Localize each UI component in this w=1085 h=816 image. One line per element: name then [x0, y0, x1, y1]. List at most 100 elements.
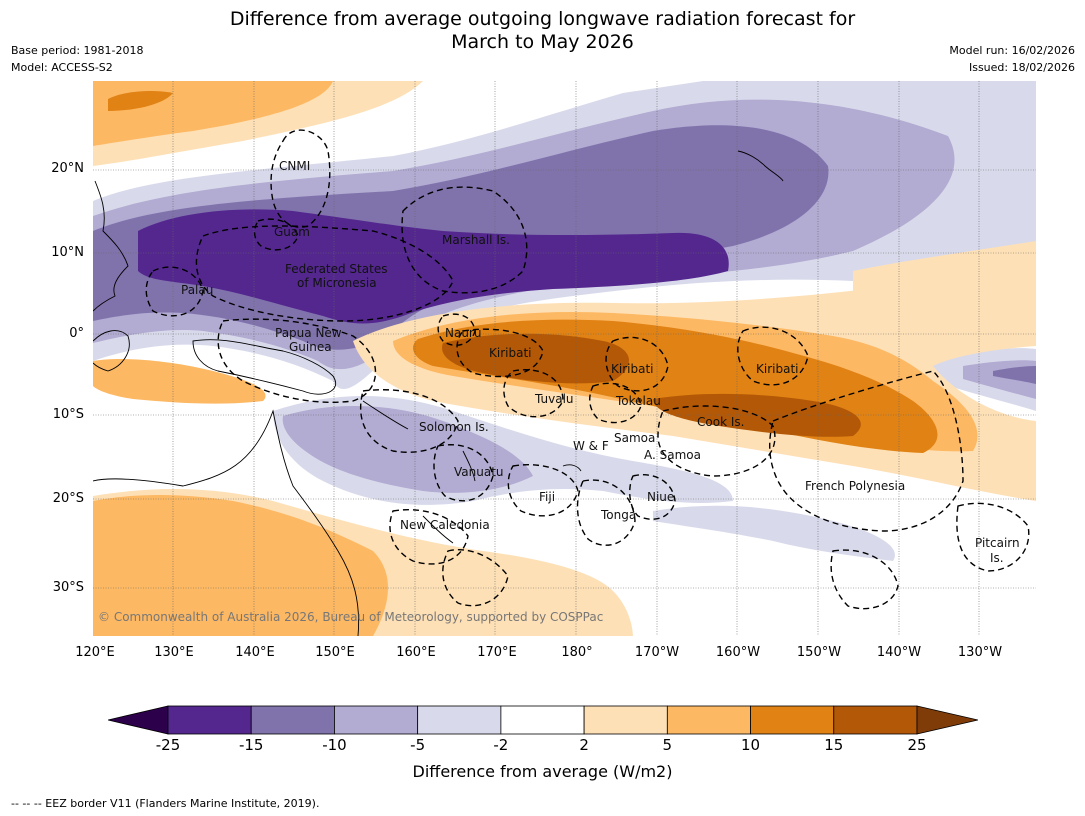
colorbar-label: 25 — [907, 736, 927, 754]
coast-vanuatu — [462, 450, 476, 482]
label-tuvalu: Tuvalu — [534, 392, 574, 406]
map-gridlines — [93, 81, 1036, 636]
label-pitcairn-1: Pitcairn — [975, 536, 1020, 550]
eez-png — [217, 318, 377, 403]
base-period: Base period: 1981-2018 — [11, 44, 144, 57]
eez-kiribati-w — [456, 328, 544, 378]
label-kiribati-central: Kiribati — [611, 362, 653, 376]
lon-tick-130w: 130°W — [957, 645, 1003, 660]
label-guam: Guam — [274, 225, 310, 239]
issued-date: Issued: 18/02/2026 — [968, 61, 1075, 74]
colorbar-label: -5 — [410, 736, 426, 754]
eez-pitcairn — [956, 502, 1030, 572]
eez-tonga — [576, 479, 636, 546]
coast-new-guinea — [192, 339, 336, 395]
eez-vanuatu — [433, 444, 494, 502]
label-pitcairn-2: Is. — [990, 551, 1004, 565]
meta-left: Base period: 1981-2018 Model: ACCESS-S2 — [11, 42, 143, 76]
colorbar-label: -10 — [322, 736, 347, 754]
label-cnmi: CNMI — [279, 159, 310, 173]
colorbar-label: -2 — [493, 736, 509, 754]
anomaly-orange-east-north — [853, 241, 1036, 296]
forecast-map[interactable]: CNMI Guam Marshall Is. Federated States … — [93, 81, 1036, 636]
coast-australia — [93, 409, 360, 636]
lon-tick-180: 180° — [561, 645, 593, 660]
label-kiribati-west: Kiribati — [489, 346, 531, 360]
lon-tick-160e: 160°E — [396, 645, 436, 660]
coast-fiji — [562, 464, 582, 472]
colorbar-segment — [833, 705, 918, 735]
label-american-samoa: A. Samoa — [644, 448, 701, 462]
label-samoa: Samoa — [614, 431, 655, 445]
eez-palau — [145, 266, 204, 317]
colorbar-segment — [334, 705, 419, 735]
label-marshall: Marshall Is. — [442, 233, 510, 247]
lat-tick-0: 0° — [69, 326, 84, 341]
anomaly-orange-sw-mid — [93, 495, 388, 636]
colorbar-label: 5 — [662, 736, 673, 754]
meta-right: Model run: 16/02/2026 Issued: 18/02/2026 — [949, 42, 1075, 76]
colorbar-label: -25 — [155, 736, 181, 754]
anomaly-orange-north-core — [108, 91, 173, 111]
coastlines — [93, 150, 784, 636]
label-tonga: Tonga — [600, 508, 636, 522]
colorbar-label: 2 — [579, 736, 589, 754]
eez-nauru — [437, 313, 476, 347]
colorbar-segment — [583, 705, 668, 735]
anomaly-purple-east-core — [993, 366, 1036, 384]
title-line-2: March to May 2026 — [451, 31, 634, 53]
colorbar-segment — [750, 705, 835, 735]
label-nauru: Nauru — [445, 326, 481, 340]
chart-title: Difference from average outgoing longwav… — [0, 8, 1085, 54]
label-cook: Cook Is. — [697, 415, 744, 429]
eez-tuvalu — [503, 369, 564, 418]
lon-tick-150e: 150°E — [315, 645, 355, 660]
label-new-caledonia: New Caledonia — [400, 518, 490, 532]
colorbar-label: 10 — [741, 736, 761, 754]
colorbar-label: -15 — [238, 736, 264, 754]
coast-solomon — [362, 400, 409, 430]
eez-footnote: -- -- -- EEZ border V11 (Flanders Marine… — [11, 797, 320, 810]
eez-borders — [145, 129, 1030, 610]
coast-hawaii — [737, 150, 784, 182]
lat-tick-30s: 30°S — [52, 580, 84, 595]
model-name: Model: ACCESS-S2 — [11, 61, 113, 74]
coast-philippines — [93, 180, 129, 312]
eez-cnmi — [270, 129, 331, 228]
eez-french-polynesia — [769, 370, 964, 532]
eez-tokelau — [589, 382, 642, 424]
lat-tick-10s: 10°S — [52, 407, 84, 422]
eez-kiribati-e — [737, 326, 809, 386]
title-line-1: Difference from average outgoing longwav… — [229, 8, 856, 30]
coast-new-caledonia — [422, 515, 454, 544]
eez-norfolk — [442, 549, 509, 607]
eez-marshall — [401, 186, 528, 294]
eez-fiji — [507, 464, 579, 517]
label-niue: Niue — [647, 490, 674, 504]
colorbar-segment — [417, 705, 502, 735]
lat-tick-20n: 20°N — [51, 161, 84, 176]
label-tokelau: Tokelau — [615, 394, 661, 408]
colorbar-title: Difference from average (W/m2) — [412, 762, 673, 781]
colorbar-segment — [500, 705, 585, 735]
lon-tick-140e: 140°E — [235, 645, 275, 660]
label-vanuatu: Vanuatu — [454, 465, 504, 479]
lon-tick-130e: 130°E — [154, 645, 194, 660]
lon-tick-120e: 120°E — [75, 645, 115, 660]
eez-kiribati-c — [605, 336, 669, 392]
label-png-1: Papua New — [275, 326, 342, 340]
lon-tick-140w: 140°W — [876, 645, 922, 660]
lat-tick-10n: 10°N — [51, 245, 84, 260]
label-fsm-1: Federated States — [285, 262, 387, 276]
anomaly-purple-core — [138, 209, 729, 324]
colorbar-segments — [167, 705, 918, 735]
lat-tick-20s: 20°S — [52, 491, 84, 506]
eez-new-caledonia — [389, 509, 469, 565]
colorbar-segment — [167, 705, 252, 735]
lon-tick-170w: 170°W — [634, 645, 680, 660]
label-kiribati-east: Kiribati — [756, 362, 798, 376]
anomaly-orange-core — [442, 333, 630, 384]
colorbar-label: 15 — [824, 736, 844, 754]
eez-kermadec — [830, 549, 899, 610]
eez-fsm — [195, 225, 454, 322]
